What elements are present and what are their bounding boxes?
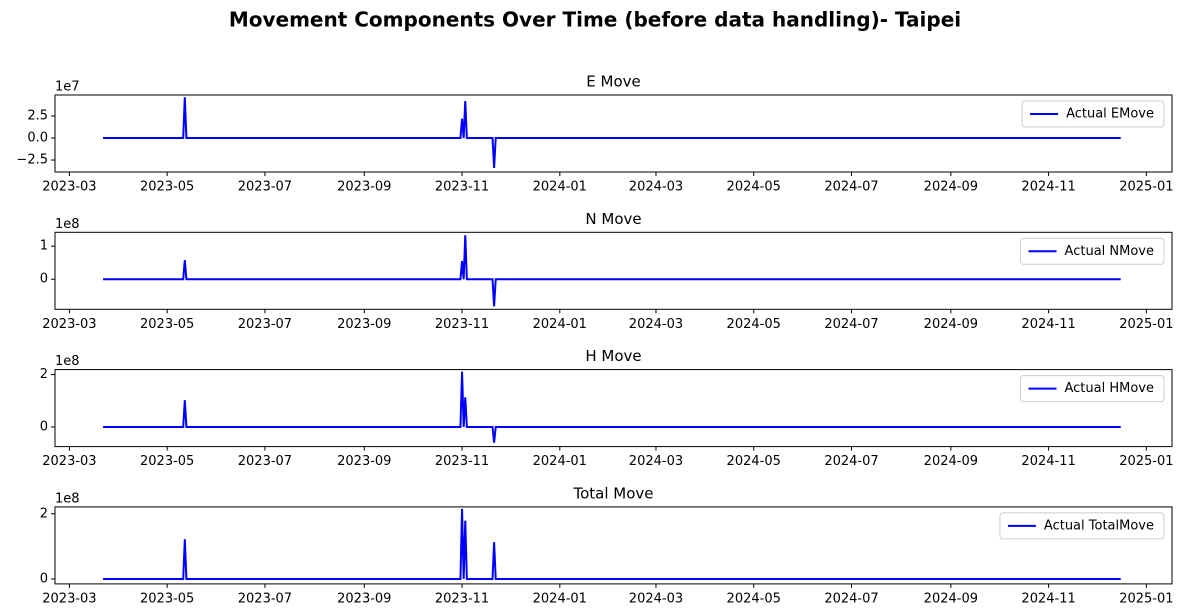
line-series [103, 235, 1121, 307]
x-tick-label: 2024-09 [924, 591, 978, 606]
subplot-title: N Move [585, 210, 641, 228]
x-tick-label: 2023-05 [140, 180, 194, 195]
line-series [103, 371, 1121, 443]
axes-frame [54, 506, 1173, 585]
y-offset-label: 1e8 [55, 354, 80, 369]
y-tick-label: 0 [40, 419, 48, 434]
x-tick-label: 2023-09 [337, 317, 391, 332]
x-tick-label: 2024-01 [533, 454, 587, 469]
x-tick-label: 2024-03 [629, 180, 683, 195]
legend-box [1021, 100, 1165, 128]
y-offset-label: 1e8 [55, 491, 80, 506]
legend: Actual NMove [1020, 237, 1165, 265]
x-tick-label: 2025-01 [1119, 317, 1173, 332]
x-tick-label: 2024-05 [727, 317, 781, 332]
y-tick-label: 0 [40, 272, 48, 287]
y-tick-label: 1 [40, 239, 48, 254]
subplot-title: H Move [585, 347, 641, 365]
x-tick-label: 2024-03 [629, 317, 683, 332]
x-tick-label: 2024-05 [727, 180, 781, 195]
x-tick-label: 2023-07 [238, 454, 292, 469]
x-tick-label: 2024-09 [924, 180, 978, 195]
x-tick-label: 2024-07 [824, 591, 878, 606]
subplot-title: Total Move [572, 484, 653, 502]
figure-title: Movement Components Over Time (before da… [229, 8, 961, 32]
x-tick-label: 2023-05 [140, 317, 194, 332]
legend: Actual TotalMove [999, 512, 1165, 540]
x-tick-label: 2023-03 [42, 180, 96, 195]
legend-box [1020, 375, 1165, 403]
x-tick-label: 2023-05 [140, 591, 194, 606]
legend: Actual EMove [1021, 100, 1165, 128]
x-tick-label: 2023-09 [337, 591, 391, 606]
x-tick-label: 2024-01 [533, 180, 587, 195]
x-tick-label: 2023-11 [435, 317, 489, 332]
x-tick-label: 2024-03 [629, 591, 683, 606]
line-series [103, 508, 1121, 581]
x-tick-label: 2025-01 [1119, 591, 1173, 606]
legend: Actual HMove [1020, 375, 1165, 403]
x-tick-label: 2024-07 [824, 180, 878, 195]
legend-label: Actual EMove [1066, 107, 1154, 122]
line-series [103, 97, 1121, 169]
x-tick-label: 2024-01 [533, 591, 587, 606]
x-tick-label: 2023-11 [435, 591, 489, 606]
y-tick-label: 0 [40, 572, 48, 587]
subplot-title: E Move [586, 73, 640, 91]
y-offset-label: 1e8 [55, 217, 80, 232]
x-tick-label: 2024-07 [824, 317, 878, 332]
x-tick-label: 2023-03 [42, 454, 96, 469]
x-tick-label: 2024-09 [924, 317, 978, 332]
y-tick-label: 0.0 [27, 131, 48, 146]
axes-frame [54, 94, 1173, 173]
x-tick-label: 2024-11 [1021, 591, 1075, 606]
x-tick-label: 2024-09 [924, 454, 978, 469]
x-tick-label: 2025-01 [1119, 454, 1173, 469]
axes-frame [54, 231, 1173, 310]
legend-box [999, 512, 1165, 540]
legend-label: Actual HMove [1065, 381, 1155, 396]
x-tick-label: 2023-09 [337, 180, 391, 195]
y-tick-label: −2.5 [16, 153, 48, 168]
x-tick-label: 2023-09 [337, 454, 391, 469]
x-tick-label: 2023-07 [238, 180, 292, 195]
x-tick-label: 2023-03 [42, 591, 96, 606]
x-tick-label: 2024-11 [1021, 454, 1075, 469]
y-tick-label: 2 [40, 367, 48, 382]
x-tick-label: 2024-05 [727, 591, 781, 606]
x-tick-label: 2023-11 [435, 180, 489, 195]
legend-label: Actual TotalMove [1044, 518, 1154, 533]
legend-box [1020, 237, 1165, 265]
legend-label: Actual NMove [1065, 244, 1154, 259]
x-tick-label: 2025-01 [1119, 180, 1173, 195]
x-tick-label: 2023-07 [238, 317, 292, 332]
x-tick-label: 2023-03 [42, 317, 96, 332]
x-tick-label: 2023-11 [435, 454, 489, 469]
x-tick-label: 2024-05 [727, 454, 781, 469]
x-tick-label: 2024-07 [824, 454, 878, 469]
x-tick-label: 2024-01 [533, 317, 587, 332]
x-tick-label: 2024-11 [1021, 180, 1075, 195]
y-tick-label: 2 [40, 506, 48, 521]
x-tick-label: 2023-05 [140, 454, 194, 469]
axes-frame [54, 369, 1173, 448]
y-offset-label: 1e7 [55, 80, 80, 95]
x-tick-label: 2023-07 [238, 591, 292, 606]
x-tick-label: 2024-03 [629, 454, 683, 469]
x-tick-label: 2024-11 [1021, 317, 1075, 332]
y-tick-label: 2.5 [27, 109, 48, 124]
